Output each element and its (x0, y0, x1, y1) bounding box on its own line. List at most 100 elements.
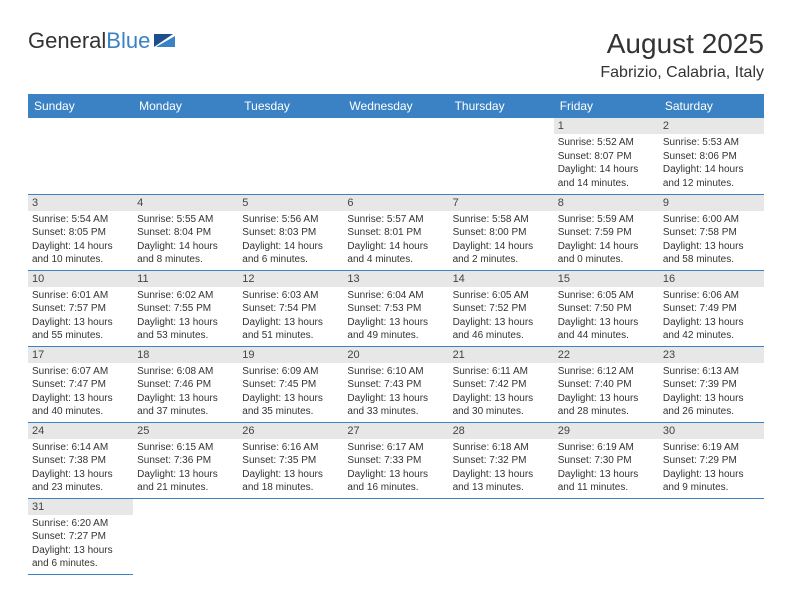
sunrise-text: Sunrise: 6:06 AM (663, 289, 760, 303)
sunrise-text: Sunrise: 5:57 AM (347, 213, 444, 227)
day-content: Sunrise: 6:00 AMSunset: 7:58 PMDaylight:… (659, 211, 764, 269)
calendar-cell: 10Sunrise: 6:01 AMSunset: 7:57 PMDayligh… (28, 270, 133, 346)
day-content: Sunrise: 5:54 AMSunset: 8:05 PMDaylight:… (28, 211, 133, 269)
day-content: Sunrise: 6:08 AMSunset: 7:46 PMDaylight:… (133, 363, 238, 421)
sunset-text: Sunset: 7:52 PM (453, 302, 550, 316)
daylight-text-2: and 37 minutes. (137, 405, 234, 419)
daylight-text-1: Daylight: 13 hours (242, 316, 339, 330)
sunset-text: Sunset: 7:38 PM (32, 454, 129, 468)
day-number: 15 (554, 271, 659, 287)
calendar-cell: 18Sunrise: 6:08 AMSunset: 7:46 PMDayligh… (133, 346, 238, 422)
calendar-cell (343, 118, 448, 194)
calendar-cell (133, 498, 238, 574)
daylight-text-1: Daylight: 13 hours (242, 468, 339, 482)
sunrise-text: Sunrise: 6:08 AM (137, 365, 234, 379)
day-number: 20 (343, 347, 448, 363)
calendar-cell: 1Sunrise: 5:52 AMSunset: 8:07 PMDaylight… (554, 118, 659, 194)
calendar-cell: 5Sunrise: 5:56 AMSunset: 8:03 PMDaylight… (238, 194, 343, 270)
calendar-cell: 14Sunrise: 6:05 AMSunset: 7:52 PMDayligh… (449, 270, 554, 346)
logo: GeneralBlue (28, 28, 179, 54)
daylight-text-1: Daylight: 13 hours (558, 468, 655, 482)
sunrise-text: Sunrise: 6:17 AM (347, 441, 444, 455)
calendar-cell: 15Sunrise: 6:05 AMSunset: 7:50 PMDayligh… (554, 270, 659, 346)
daylight-text-1: Daylight: 13 hours (663, 468, 760, 482)
calendar-cell: 26Sunrise: 6:16 AMSunset: 7:35 PMDayligh… (238, 422, 343, 498)
calendar-cell: 8Sunrise: 5:59 AMSunset: 7:59 PMDaylight… (554, 194, 659, 270)
logo-flag-icon (153, 32, 179, 50)
daylight-text-1: Daylight: 14 hours (242, 240, 339, 254)
daylight-text-2: and 0 minutes. (558, 253, 655, 267)
day-number: 24 (28, 423, 133, 439)
day-number: 28 (449, 423, 554, 439)
daylight-text-1: Daylight: 13 hours (32, 544, 129, 558)
sunset-text: Sunset: 8:03 PM (242, 226, 339, 240)
sunrise-text: Sunrise: 6:07 AM (32, 365, 129, 379)
calendar-cell: 30Sunrise: 6:19 AMSunset: 7:29 PMDayligh… (659, 422, 764, 498)
calendar-cell (343, 498, 448, 574)
sunset-text: Sunset: 7:27 PM (32, 530, 129, 544)
daylight-text-1: Daylight: 14 hours (663, 163, 760, 177)
day-content: Sunrise: 6:02 AMSunset: 7:55 PMDaylight:… (133, 287, 238, 345)
sunset-text: Sunset: 8:05 PM (32, 226, 129, 240)
daylight-text-2: and 28 minutes. (558, 405, 655, 419)
sunset-text: Sunset: 7:33 PM (347, 454, 444, 468)
calendar-week-row: 24Sunrise: 6:14 AMSunset: 7:38 PMDayligh… (28, 422, 764, 498)
calendar-cell: 17Sunrise: 6:07 AMSunset: 7:47 PMDayligh… (28, 346, 133, 422)
daylight-text-1: Daylight: 13 hours (453, 392, 550, 406)
daylight-text-2: and 51 minutes. (242, 329, 339, 343)
day-content: Sunrise: 6:15 AMSunset: 7:36 PMDaylight:… (133, 439, 238, 497)
daylight-text-1: Daylight: 13 hours (137, 468, 234, 482)
sunrise-text: Sunrise: 6:18 AM (453, 441, 550, 455)
calendar-week-row: 3Sunrise: 5:54 AMSunset: 8:05 PMDaylight… (28, 194, 764, 270)
calendar-week-row: 1Sunrise: 5:52 AMSunset: 8:07 PMDaylight… (28, 118, 764, 194)
sunset-text: Sunset: 7:36 PM (137, 454, 234, 468)
day-content: Sunrise: 5:56 AMSunset: 8:03 PMDaylight:… (238, 211, 343, 269)
calendar-cell: 27Sunrise: 6:17 AMSunset: 7:33 PMDayligh… (343, 422, 448, 498)
daylight-text-1: Daylight: 14 hours (137, 240, 234, 254)
day-number: 12 (238, 271, 343, 287)
weekday-header: Thursday (449, 94, 554, 118)
sunset-text: Sunset: 8:04 PM (137, 226, 234, 240)
weekday-header: Tuesday (238, 94, 343, 118)
day-number: 31 (28, 499, 133, 515)
sunset-text: Sunset: 7:46 PM (137, 378, 234, 392)
daylight-text-2: and 2 minutes. (453, 253, 550, 267)
daylight-text-1: Daylight: 14 hours (32, 240, 129, 254)
sunset-text: Sunset: 7:59 PM (558, 226, 655, 240)
day-number: 13 (343, 271, 448, 287)
calendar-cell: 3Sunrise: 5:54 AMSunset: 8:05 PMDaylight… (28, 194, 133, 270)
daylight-text-1: Daylight: 13 hours (453, 468, 550, 482)
daylight-text-2: and 53 minutes. (137, 329, 234, 343)
sunset-text: Sunset: 7:45 PM (242, 378, 339, 392)
day-number: 3 (28, 195, 133, 211)
calendar-cell: 24Sunrise: 6:14 AMSunset: 7:38 PMDayligh… (28, 422, 133, 498)
sunset-text: Sunset: 7:29 PM (663, 454, 760, 468)
sunset-text: Sunset: 7:35 PM (242, 454, 339, 468)
daylight-text-1: Daylight: 13 hours (558, 392, 655, 406)
day-content: Sunrise: 6:05 AMSunset: 7:52 PMDaylight:… (449, 287, 554, 345)
day-content: Sunrise: 6:12 AMSunset: 7:40 PMDaylight:… (554, 363, 659, 421)
sunrise-text: Sunrise: 5:52 AM (558, 136, 655, 150)
calendar-cell: 11Sunrise: 6:02 AMSunset: 7:55 PMDayligh… (133, 270, 238, 346)
weekday-header: Monday (133, 94, 238, 118)
sunset-text: Sunset: 8:00 PM (453, 226, 550, 240)
daylight-text-2: and 42 minutes. (663, 329, 760, 343)
calendar-week-row: 10Sunrise: 6:01 AMSunset: 7:57 PMDayligh… (28, 270, 764, 346)
logo-text-1: General (28, 28, 106, 54)
calendar-cell: 4Sunrise: 5:55 AMSunset: 8:04 PMDaylight… (133, 194, 238, 270)
day-content: Sunrise: 6:18 AMSunset: 7:32 PMDaylight:… (449, 439, 554, 497)
day-number: 30 (659, 423, 764, 439)
day-content: Sunrise: 6:16 AMSunset: 7:35 PMDaylight:… (238, 439, 343, 497)
calendar-cell: 22Sunrise: 6:12 AMSunset: 7:40 PMDayligh… (554, 346, 659, 422)
daylight-text-1: Daylight: 13 hours (137, 316, 234, 330)
weekday-header: Sunday (28, 94, 133, 118)
day-content: Sunrise: 6:05 AMSunset: 7:50 PMDaylight:… (554, 287, 659, 345)
calendar-cell (28, 118, 133, 194)
day-content: Sunrise: 6:19 AMSunset: 7:29 PMDaylight:… (659, 439, 764, 497)
day-number: 6 (343, 195, 448, 211)
daylight-text-2: and 6 minutes. (32, 557, 129, 571)
daylight-text-1: Daylight: 13 hours (663, 316, 760, 330)
sunrise-text: Sunrise: 6:20 AM (32, 517, 129, 531)
day-content: Sunrise: 6:07 AMSunset: 7:47 PMDaylight:… (28, 363, 133, 421)
daylight-text-2: and 12 minutes. (663, 177, 760, 191)
